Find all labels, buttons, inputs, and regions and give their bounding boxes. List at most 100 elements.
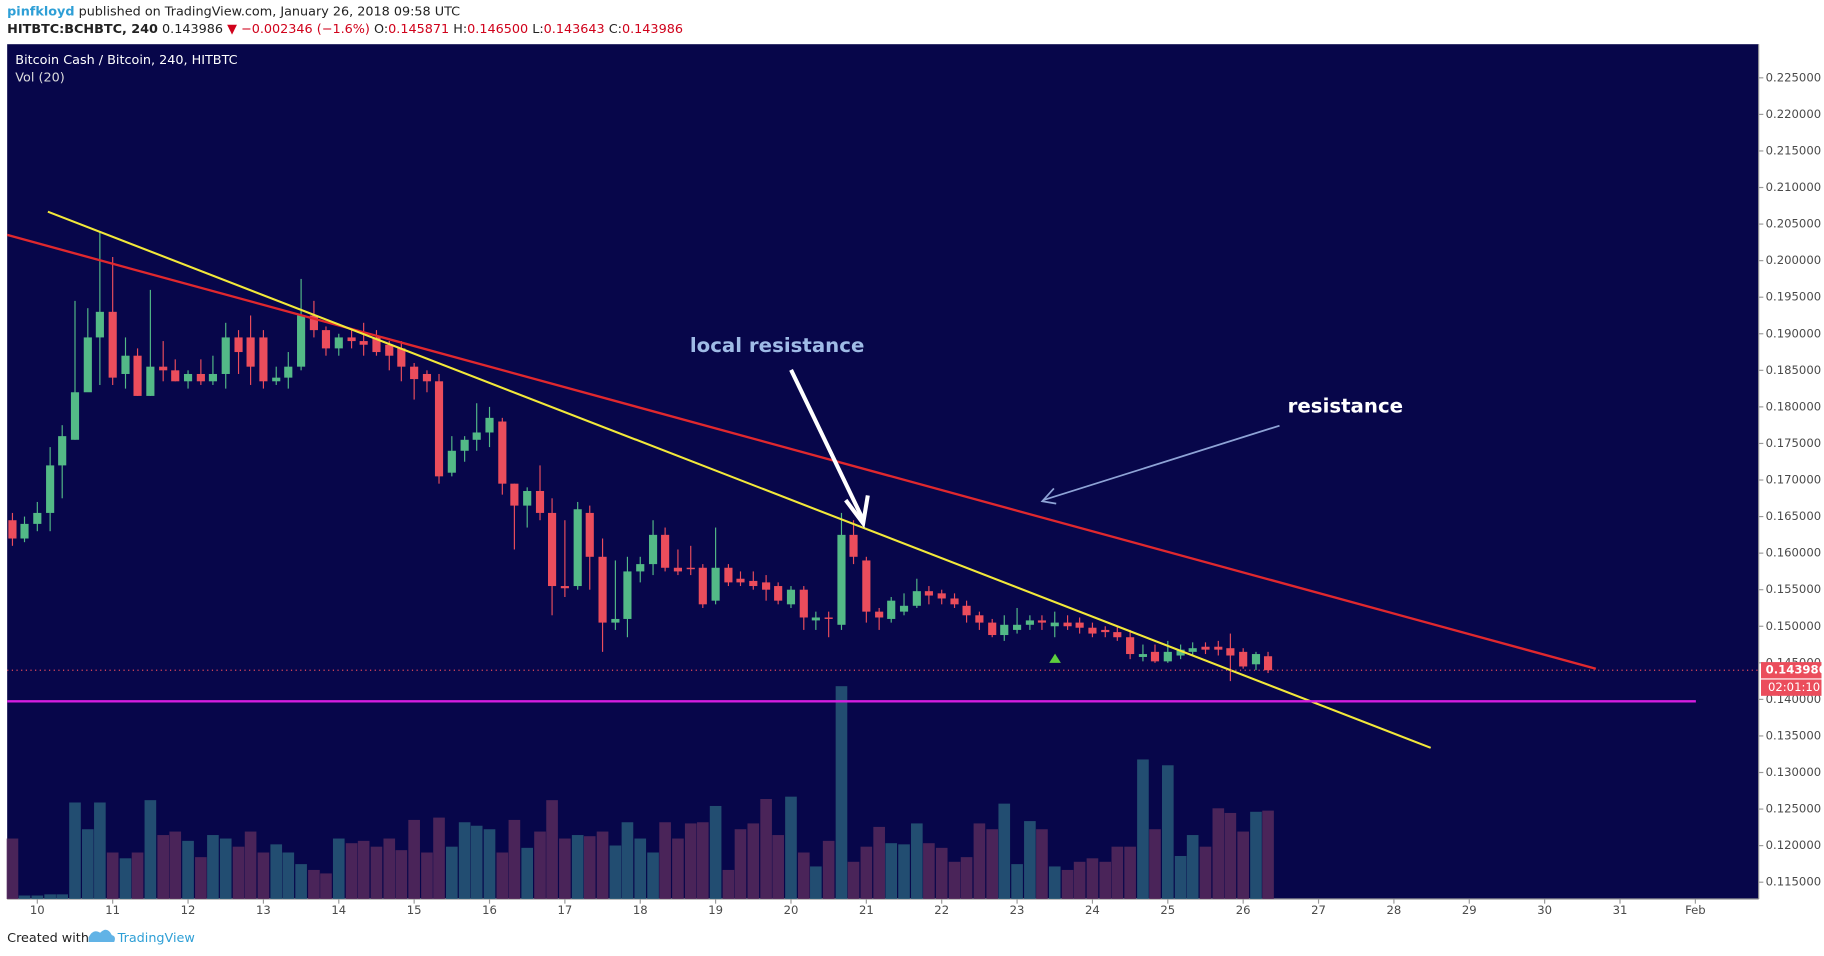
candle-body (410, 366, 419, 380)
footer-brand[interactable]: TradingView (117, 931, 195, 946)
volume-bar (1086, 858, 1099, 900)
annotation: resistance (1288, 395, 1403, 418)
y-tick-label: 0.190000 (1766, 326, 1821, 340)
candle-body (1176, 649, 1185, 656)
y-tick-label: 0.220000 (1766, 107, 1821, 121)
candle-body (359, 341, 368, 345)
x-tick-label: 25 (1160, 903, 1175, 917)
candle-body (133, 355, 142, 396)
volume-bar (1124, 846, 1136, 900)
x-tick-label: 17 (557, 903, 572, 917)
volume-bar (797, 852, 810, 900)
author[interactable]: pinfkloyd (7, 4, 74, 19)
volume-bar (219, 838, 232, 900)
candle-body (1138, 654, 1148, 657)
volume-bar (1137, 759, 1149, 900)
countdown-label: 02:01:10 (1768, 680, 1820, 694)
candle-body (988, 622, 997, 636)
x-tick-label: 23 (1010, 903, 1025, 917)
last-price-box (1761, 662, 1822, 679)
volume-bar (785, 796, 797, 900)
x-tick-label: 22 (934, 903, 949, 917)
volume-bar (923, 843, 935, 900)
candle-body (560, 586, 569, 589)
volume-bar (986, 829, 999, 900)
x-tick-label: 30 (1537, 903, 1552, 917)
x-tick-label: 29 (1462, 903, 1477, 917)
volume-bar (1061, 869, 1074, 900)
ohlc-value: 0.143986 (622, 22, 683, 37)
ohlc-label: H: (453, 22, 467, 37)
last: 0.143986 (162, 22, 223, 37)
y-tick-label: 0.210000 (1766, 180, 1821, 194)
volume-bar (935, 847, 948, 900)
local-resistance-line (47, 210, 1432, 749)
volume-bar (106, 852, 119, 900)
candle-body (711, 567, 720, 601)
volume-bar (458, 822, 471, 900)
volume-bar (835, 686, 848, 900)
x-tick-label: 16 (482, 903, 497, 917)
symbol-line: HITBTC:BCHBTC, 240 0.143986 ▼ −0.002346 … (7, 22, 683, 37)
volume-bar (1011, 864, 1023, 900)
volume-bar (421, 852, 433, 900)
candle-body (272, 377, 281, 382)
candle-body (234, 337, 243, 353)
candle-body (598, 556, 607, 623)
drawings (6, 210, 1696, 749)
x-tick-label: 11 (105, 903, 120, 917)
volume-bar (182, 840, 194, 900)
volume-bar (559, 838, 571, 900)
candle-body (1150, 651, 1160, 662)
candle-body (309, 315, 318, 331)
candle-body (799, 589, 808, 618)
resistance-line (6, 233, 1597, 670)
countdown-box (1761, 679, 1822, 696)
candle-body (837, 534, 846, 625)
ohlc-value: 0.143643 (544, 22, 605, 37)
candle-body (611, 618, 620, 623)
candle-body (321, 330, 331, 349)
x-tick-label: 26 (1236, 903, 1251, 917)
x-tick-label: 27 (1311, 903, 1326, 917)
volume-bar (44, 894, 56, 900)
volume-label: Vol (20) (15, 70, 64, 85)
y-tick-label: 0.115000 (1766, 875, 1821, 889)
volume-bar (69, 802, 81, 900)
candle-body (95, 311, 104, 338)
candle-body (1214, 646, 1223, 650)
y-tick-label: 0.125000 (1766, 802, 1821, 816)
y-tick-label: 0.155000 (1766, 582, 1821, 596)
volume-bar (860, 846, 873, 900)
candle-body (1050, 622, 1059, 627)
volume-bar (508, 819, 521, 900)
header-line: pinfkloyd published on TradingView.com, … (7, 4, 460, 19)
y-tick-label: 0.225000 (1766, 70, 1821, 84)
candle-body (1201, 646, 1210, 650)
ohlc-value: 0.146500 (467, 22, 528, 37)
volume-bar (6, 838, 19, 900)
y-tick-label: 0.175000 (1766, 436, 1821, 450)
volume-bar (696, 822, 709, 900)
volume-bar (282, 852, 295, 900)
candle-body (811, 617, 820, 621)
volume-bar (81, 829, 94, 900)
candle-body (460, 439, 469, 451)
volume-bar (308, 869, 320, 900)
volume-bar (734, 829, 747, 900)
ohlc-label: O: (374, 22, 388, 37)
candle-body (1126, 637, 1135, 655)
volume-bar (684, 823, 697, 900)
candle-body (70, 392, 80, 440)
x-tick-label: 31 (1613, 903, 1628, 917)
candle-body (547, 512, 557, 587)
volume-bar (1262, 810, 1274, 900)
volume-bar (760, 798, 772, 900)
volume-bar (56, 894, 69, 900)
y-tick-label: 0.215000 (1766, 143, 1821, 157)
arrow-head (844, 495, 870, 529)
signal-marker (1049, 653, 1061, 663)
volume-bar (1161, 765, 1174, 900)
symbol: HITBTC:BCHBTC, 240 (7, 22, 158, 37)
candle-body (447, 450, 456, 473)
